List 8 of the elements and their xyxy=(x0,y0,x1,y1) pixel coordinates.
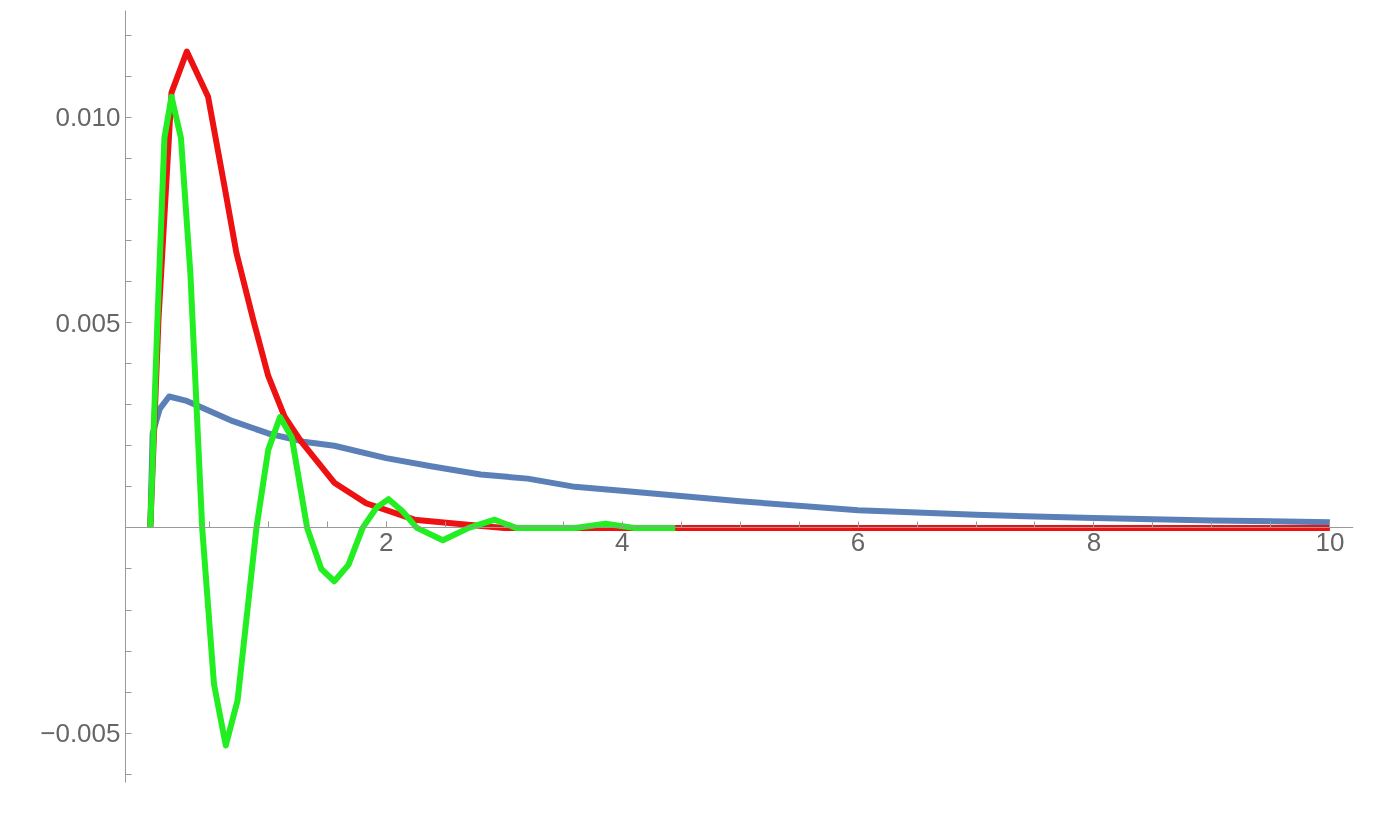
x-tick-label: 8 xyxy=(1086,526,1102,557)
x-tick-label: 10 xyxy=(1315,526,1345,557)
y-tick-label: 0.005 xyxy=(55,307,121,338)
x-tick-label: 6 xyxy=(850,526,866,557)
y-tick-label: −0.005 xyxy=(40,718,121,749)
y-tick-label: 0.010 xyxy=(55,102,121,133)
x-tick-label: 2 xyxy=(378,526,394,557)
x-tick-label: 4 xyxy=(614,526,630,557)
